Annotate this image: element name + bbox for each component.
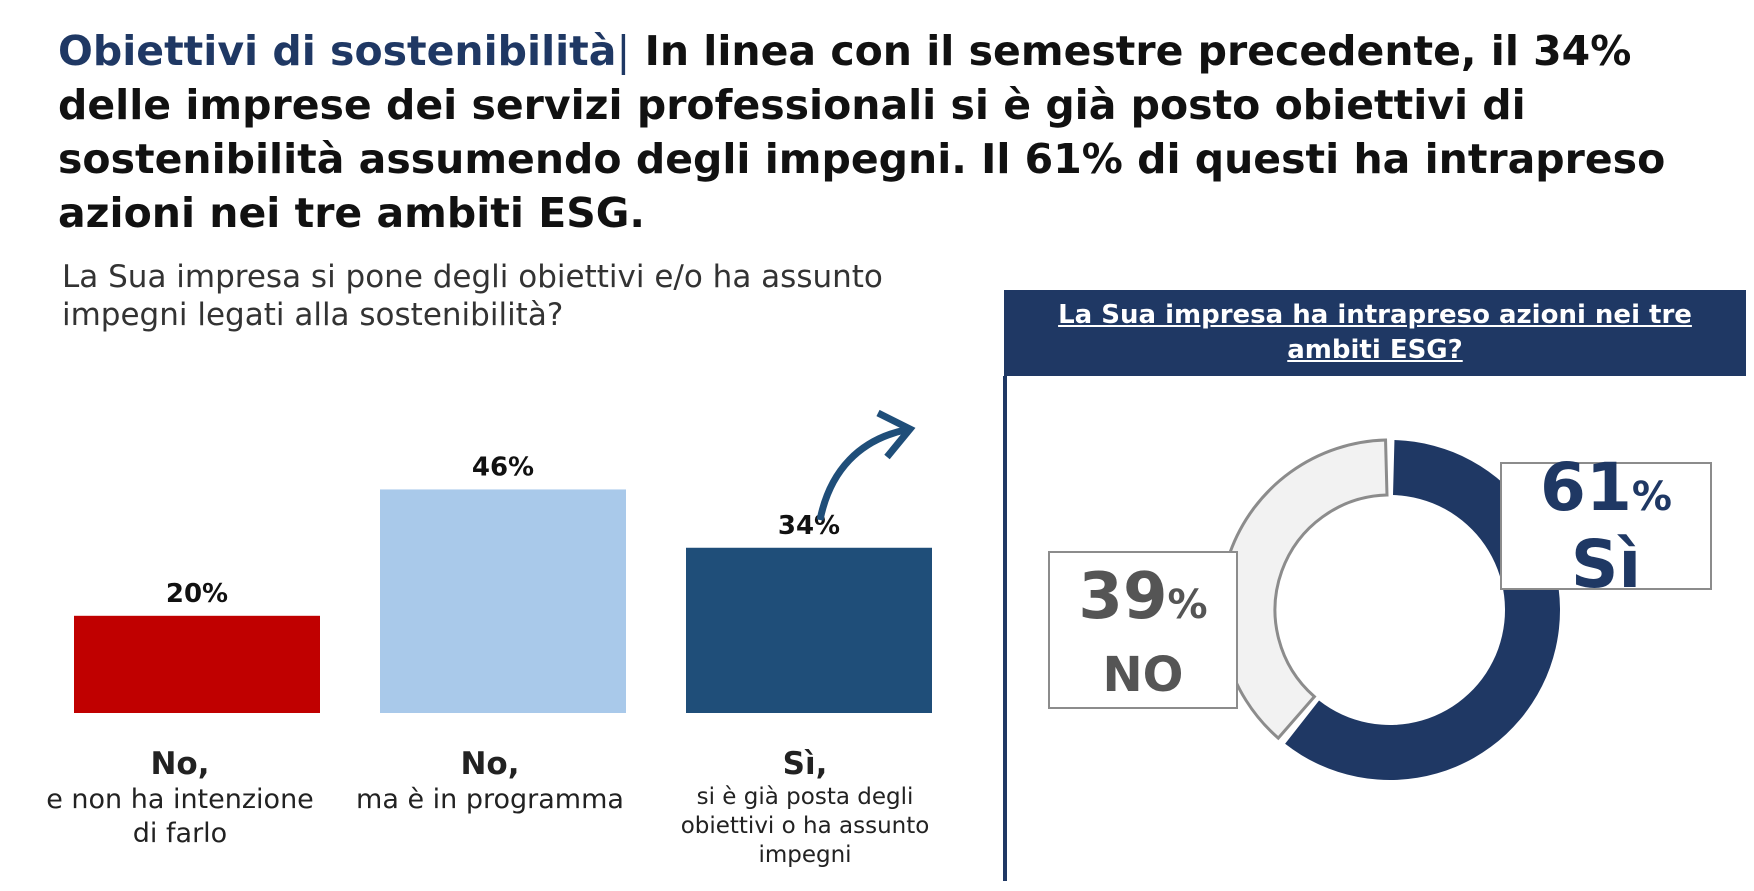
yes-name: Sì <box>1570 526 1642 603</box>
bar-2 <box>686 547 932 713</box>
donut-question-header: La Sua impresa ha intrapreso azioni nei … <box>1004 290 1746 376</box>
headline-separator: | <box>616 27 631 75</box>
headline-text: In linea con il semestre precedente, il … <box>58 27 1666 237</box>
bar-value-label-2: 34% <box>778 511 840 541</box>
yes-unit: % <box>1631 474 1672 520</box>
donut-label-yes-text: 61% Sì <box>1502 449 1710 603</box>
bar-1 <box>380 489 626 713</box>
side-divider <box>1003 376 1007 881</box>
bar-0 <box>74 615 320 713</box>
category-label-sub: ma è in programma <box>356 784 624 815</box>
donut-label-no-pct: 39% <box>1050 559 1236 643</box>
bar-chart: 20% 46% 34% <box>74 409 932 713</box>
donut-slice-1 <box>1218 438 1389 741</box>
no-pct: 39 <box>1078 560 1168 634</box>
category-label-no-planned: No, ma è in programma <box>340 745 640 817</box>
bar-value-label-1: 46% <box>472 452 534 482</box>
yes-pct: 61 <box>1540 449 1632 526</box>
headline-topic: Obiettivi di sostenibilità <box>58 27 617 75</box>
donut-slice-0 <box>1285 440 1560 780</box>
bar-value-label-0: 20% <box>166 579 228 609</box>
donut-label-no: 39% NO <box>1048 551 1238 709</box>
headline: Obiettivi di sostenibilità| In linea con… <box>58 24 1678 240</box>
no-unit: % <box>1167 582 1208 628</box>
category-label-main: No, <box>150 746 210 782</box>
no-name: NO <box>1102 647 1184 703</box>
category-label-sub: e non ha intenzione di farlo <box>46 784 314 849</box>
bar-chart-question: La Sua impresa si pone degli obiettivi e… <box>62 259 883 333</box>
category-label-main: Sì, <box>782 746 828 782</box>
arrow-icon <box>816 426 906 521</box>
arrow-head-icon <box>876 409 916 460</box>
category-label-sub: si è già posta degli obiettivi o ha assu… <box>680 784 930 868</box>
category-label-main: No, <box>460 746 520 782</box>
category-label-yes: Sì, si è già posta degli obiettivi o ha … <box>670 745 940 870</box>
category-label-no-never: No, e non ha intenzione di farlo <box>30 745 330 851</box>
donut-label-yes: 61% Sì <box>1500 449 1712 603</box>
